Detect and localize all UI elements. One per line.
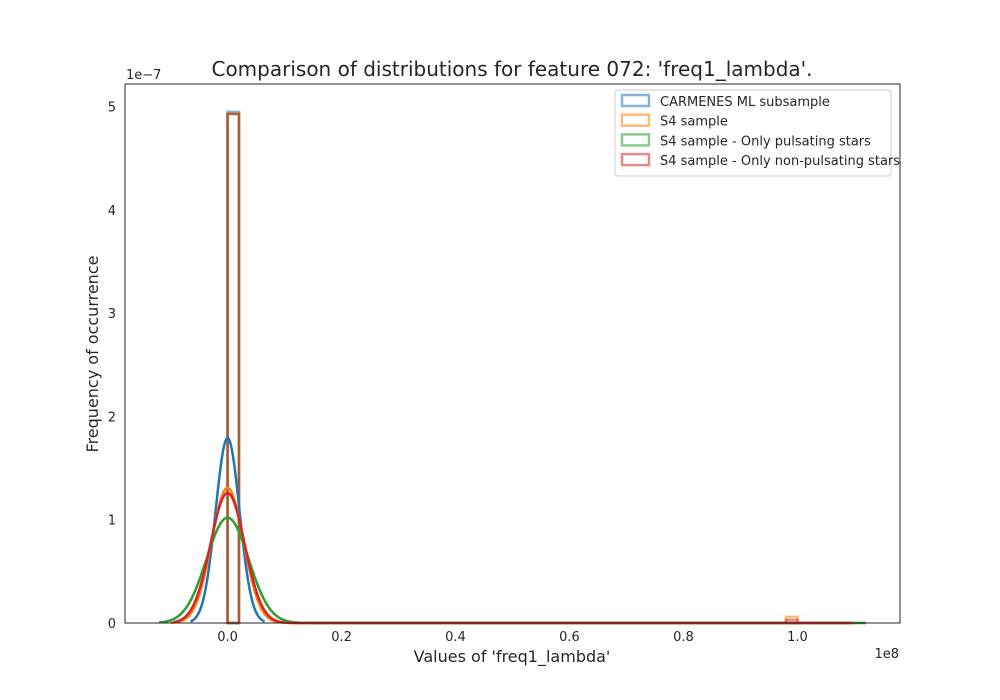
y-offset-label: 1e−7 xyxy=(126,68,161,83)
legend-label-s4-sample-only-non-pulsating-stars: S4 sample - Only non-pulsating stars xyxy=(660,154,900,169)
legend-swatch-carmenes-ml-subsample xyxy=(620,93,651,108)
histogram-bar-s4-sample-only-pulsating-stars-0 xyxy=(226,112,241,625)
x-tick-label: 0.8 xyxy=(673,630,694,645)
kde-line-s4-sample-only-non-pulsating-stars xyxy=(173,491,852,625)
x-tick-label: 0.6 xyxy=(559,630,580,645)
legend-label-s4-sample: S4 sample xyxy=(660,115,728,130)
histogram-layer xyxy=(226,110,799,625)
x-offset-label: 1e8 xyxy=(874,647,899,662)
plot-frame xyxy=(124,83,901,624)
legend-swatch-s4-sample xyxy=(620,113,651,127)
legend-label-carmenes-ml-subsample: CARMENES ML subsample xyxy=(660,95,830,110)
kde-layer xyxy=(159,436,866,625)
y-axis-label: Frequency of occurrence xyxy=(83,256,102,453)
kde-line-carmenes-ml-subsample xyxy=(190,436,266,623)
x-tick-label: 0.4 xyxy=(445,630,466,645)
x-tick-label: 0.0 xyxy=(217,630,238,645)
legend: CARMENES ML subsample S4 sample S4 sample … xyxy=(614,89,900,177)
histogram-bar-carmenes-ml-subsample-0 xyxy=(226,110,241,625)
kde-line-s4-sample-only-pulsating-stars xyxy=(159,516,866,625)
y-tick-label: 5 xyxy=(108,101,116,116)
x-axis-ticks: 0.0 0.2 0.4 0.6 0.8 1.0 xyxy=(217,630,808,645)
x-axis-label: Values of 'freq1_lambda' xyxy=(414,647,611,667)
legend-swatch-s4-sample-only-non-pulsating-stars xyxy=(620,152,651,167)
legend-box xyxy=(614,89,892,177)
y-axis-ticks: 0 1 2 3 4 5 xyxy=(108,101,116,632)
legend-label-s4-sample-only-pulsating-stars: S4 sample - Only pulsating stars xyxy=(660,134,871,149)
y-tick-label: 0 xyxy=(108,617,116,632)
histogram-bar-s4-sample-0 xyxy=(226,112,241,625)
kde-line-s4-sample xyxy=(170,486,855,625)
legend-swatch-s4-sample-only-pulsating-stars xyxy=(620,133,651,147)
y-tick-label: 2 xyxy=(108,410,116,425)
x-tick-label: 1.0 xyxy=(787,630,808,645)
y-tick-label: 4 xyxy=(108,204,116,219)
y-tick-label: 1 xyxy=(108,514,116,529)
x-tick-label: 0.2 xyxy=(331,630,352,645)
histogram-bar-s4-sample-only-non-pulsating-stars-0 xyxy=(226,112,241,625)
chart-title: Comparison of distributions for feature … xyxy=(211,57,812,81)
y-tick-label: 3 xyxy=(108,307,116,322)
